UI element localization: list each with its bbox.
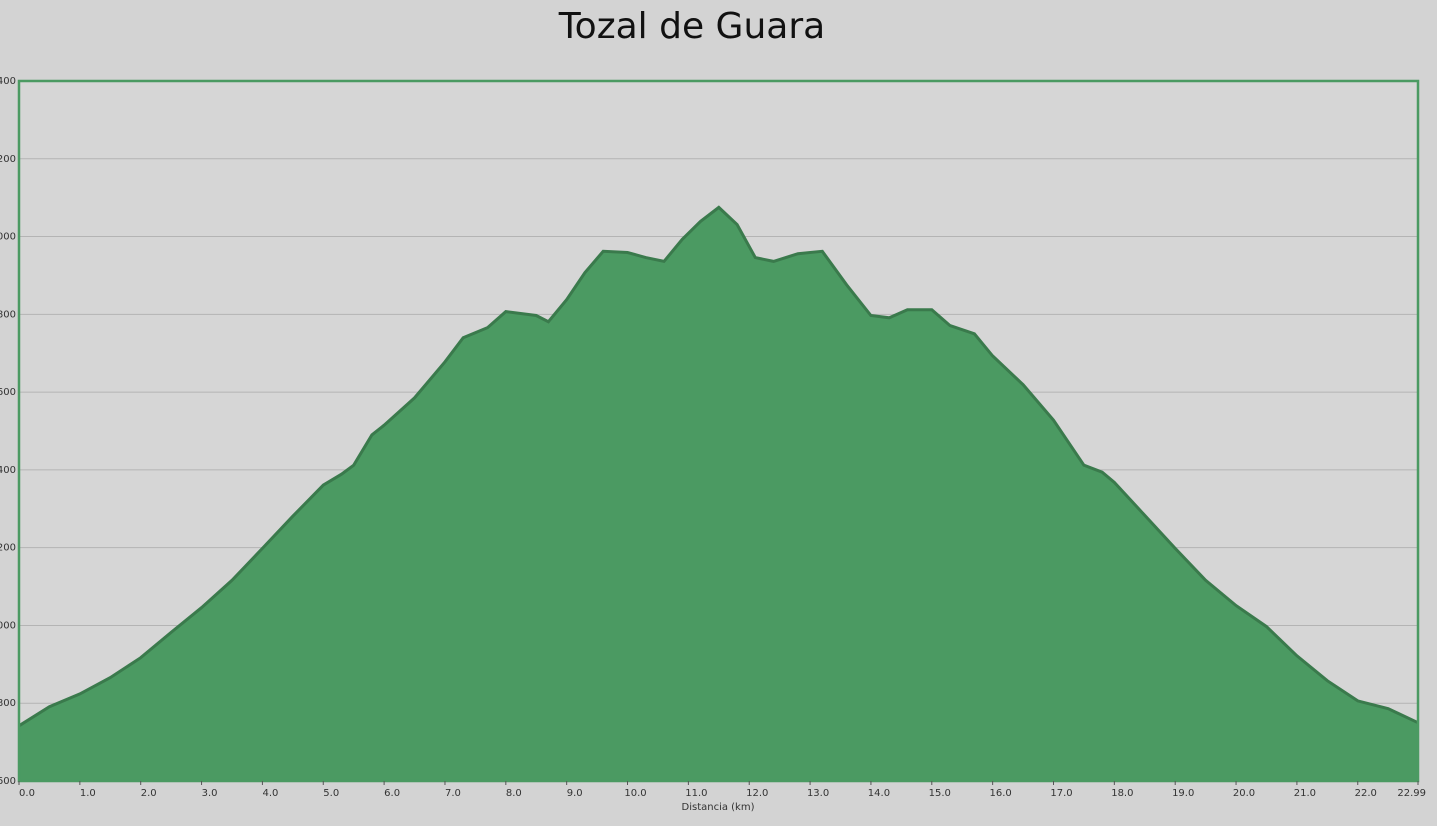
y-tick-label: 800	[0, 698, 16, 709]
x-tick-label: 17.0	[1050, 788, 1072, 799]
x-tick-label: 21.0	[1294, 788, 1316, 799]
x-tick-label: 16.0	[990, 788, 1012, 799]
x-tick-label: 19.0	[1172, 788, 1194, 799]
x-tick-label: 11.0	[685, 788, 707, 799]
x-tick-label: 22.0	[1355, 788, 1377, 799]
x-tick-label: 2.0	[141, 788, 157, 799]
plot-frame	[17, 79, 1420, 783]
x-tick-label: 12.0	[746, 788, 768, 799]
x-tick-label: 14.0	[868, 788, 890, 799]
x-tick-label: 22.99	[1397, 788, 1426, 799]
x-tick-label: 20.0	[1233, 788, 1255, 799]
x-tick-label: 8.0	[506, 788, 522, 799]
y-tick-label: 2200	[0, 154, 16, 165]
y-tick-label: 1800	[0, 309, 16, 320]
x-tick-label: 3.0	[202, 788, 218, 799]
y-tick-label: 2400	[0, 76, 16, 87]
x-tick-label: 7.0	[445, 788, 461, 799]
x-tick-label: 6.0	[384, 788, 400, 799]
chart-title: Tozal de Guara	[558, 6, 825, 47]
x-tick-label: 10.0	[624, 788, 646, 799]
x-axis-label: Distancia (km)	[682, 802, 755, 813]
y-tick-label: 1400	[0, 465, 16, 476]
x-tick-label: 15.0	[929, 788, 951, 799]
line	[18, 205, 1419, 728]
x-tick-label: 13.0	[807, 788, 829, 799]
x-tick-label: 4.0	[262, 788, 278, 799]
y-tick-label: 1200	[0, 543, 16, 554]
x-tick-label: 9.0	[567, 788, 583, 799]
x-tick-label: 1.0	[80, 788, 96, 799]
x-tick-label: 5.0	[323, 788, 339, 799]
y-tick-label: 2000	[0, 232, 16, 243]
y-tick-label: 600	[0, 776, 16, 787]
x-tick-label: 18.0	[1111, 788, 1133, 799]
y-tick-label: 1000	[0, 620, 16, 631]
y-tick-label: 1600	[0, 387, 16, 398]
area	[19, 207, 1418, 781]
x-tick-label: 0.0	[19, 788, 35, 799]
